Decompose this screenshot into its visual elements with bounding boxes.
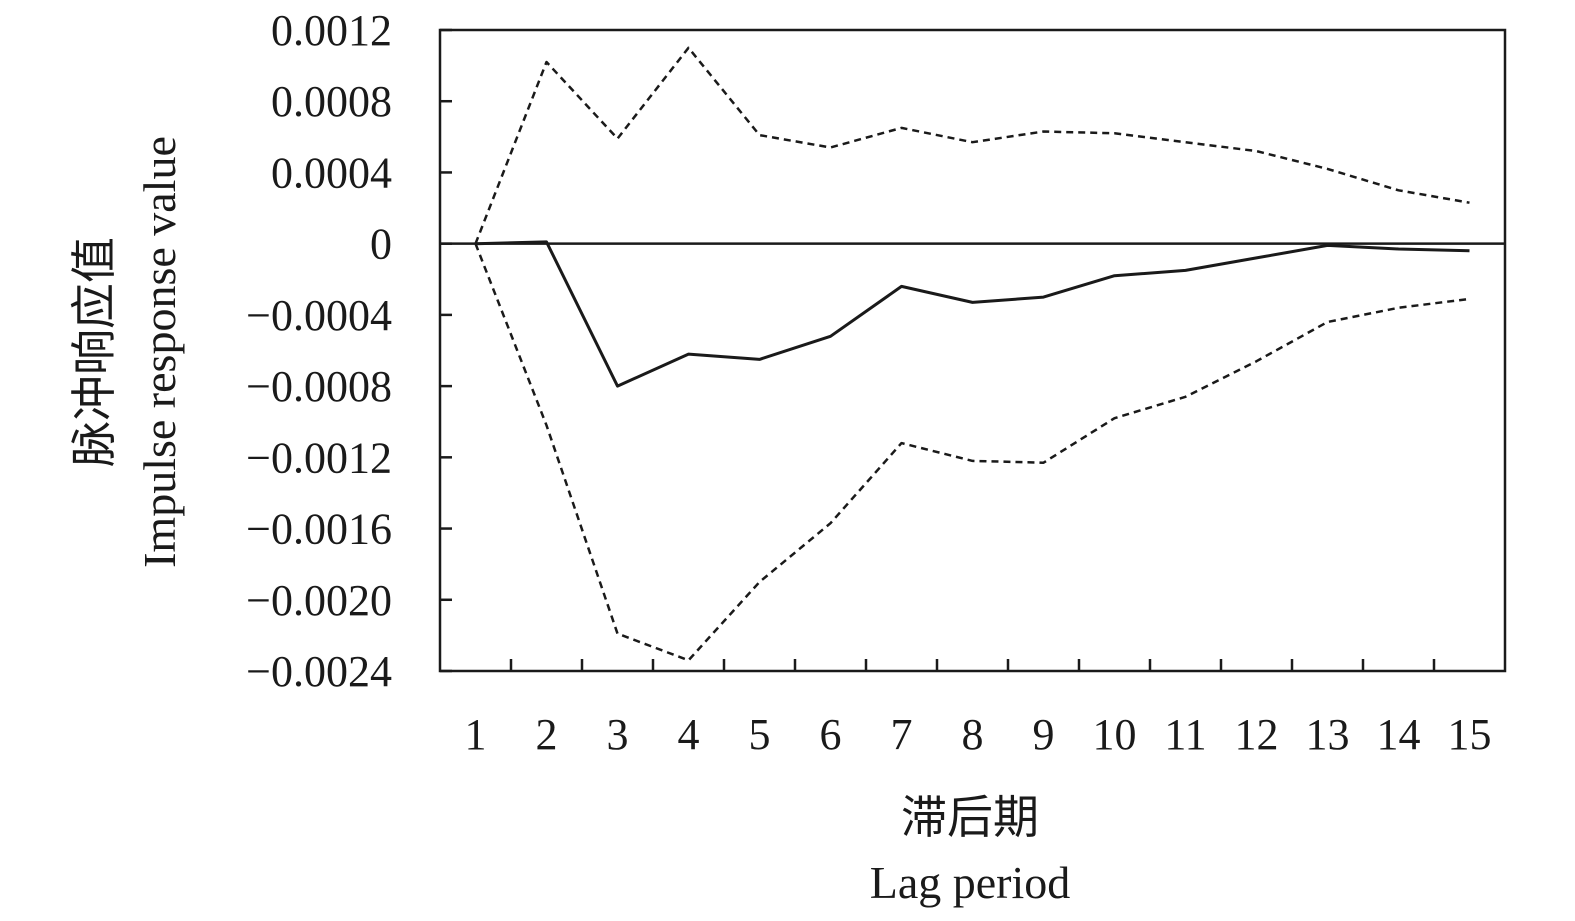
y-tick-label: −0.0024 (246, 647, 392, 696)
x-tick-label: 10 (1093, 710, 1137, 759)
y-tick-label: −0.0016 (246, 505, 392, 554)
x-tick-label: 3 (607, 710, 629, 759)
y-tick-label: −0.0012 (246, 433, 392, 482)
x-tick-label: 11 (1164, 710, 1206, 759)
y-tick-label: 0.0012 (271, 6, 392, 55)
x-tick-label: 1 (465, 710, 487, 759)
x-axis-title-en: Lag period (870, 857, 1071, 908)
x-tick-label: 13 (1306, 710, 1350, 759)
x-axis-title-cn: 滞后期 (901, 792, 1039, 843)
x-tick-label: 5 (749, 710, 771, 759)
y-axis-title-en: Impulse response value (134, 136, 185, 568)
y-tick-label: 0.0008 (271, 77, 392, 126)
lower-bound-line (474, 243, 1470, 662)
x-tick-label: 15 (1448, 710, 1492, 759)
y-tick-label: 0.0004 (271, 148, 392, 197)
x-tick-label: 6 (820, 710, 842, 759)
plot-frame (438, 28, 1507, 673)
x-tick-label: 8 (962, 710, 984, 759)
x-tick-label: 9 (1033, 710, 1055, 759)
y-tick-label: 0 (370, 220, 392, 269)
impulse-response-line (475, 240, 1470, 388)
x-tick-label: 14 (1377, 710, 1421, 759)
y-tick-label: −0.0020 (246, 576, 392, 625)
axes: 0.0012 0.0008 0.0004 0 −0.0004 −0.0008 −0.0012… (246, 6, 1507, 759)
y-tick-label: −0.0008 (246, 362, 392, 411)
x-tick-label: 7 (891, 710, 913, 759)
plot-area (474, 46, 1470, 662)
x-tick-label: 12 (1235, 710, 1279, 759)
x-tick-label: 2 (536, 710, 558, 759)
upper-bound-line (474, 46, 1470, 245)
x-tick-label: 4 (678, 710, 700, 759)
y-axis-title-cn: 脉冲响应值 (69, 237, 120, 467)
y-tick-label: −0.0004 (246, 291, 392, 340)
